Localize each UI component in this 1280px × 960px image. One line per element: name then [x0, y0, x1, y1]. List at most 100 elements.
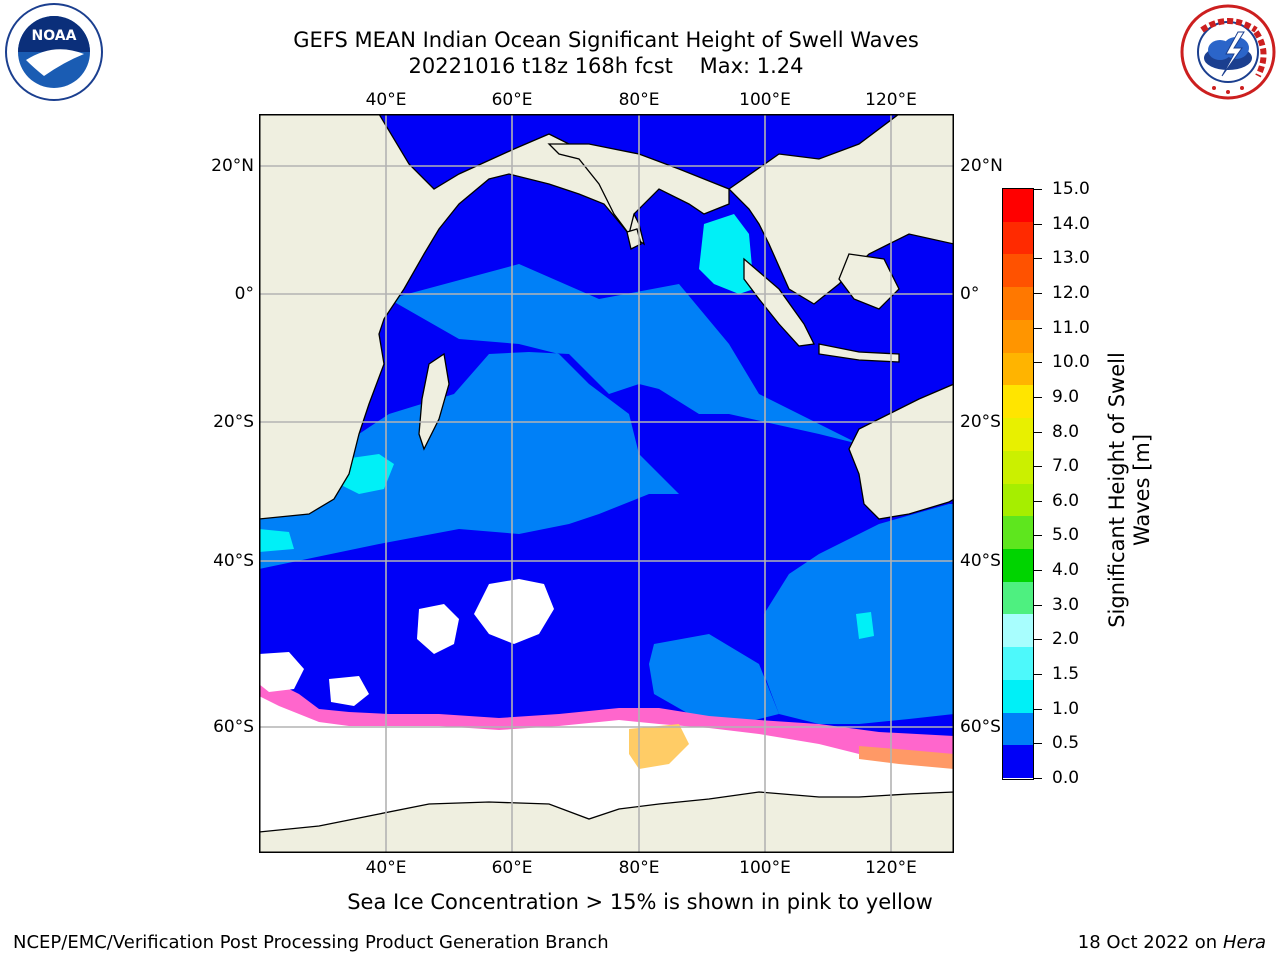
colorbar-tick [1034, 604, 1042, 606]
lon-tick-top: 80°E [618, 90, 660, 110]
colorbar-label: 12.0 [1052, 282, 1090, 303]
colorbar-label: 9.0 [1052, 386, 1080, 407]
chart-subtitle: 20221016 t18z 168h fcst Max: 1.24 [408, 54, 804, 78]
lat-tick-left: 20°N [211, 156, 254, 176]
colorbar-tick [1034, 708, 1042, 710]
footer-date-text: 18 Oct 2022 on [1077, 932, 1223, 953]
swell-band-high [699, 214, 754, 294]
lat-tick-left: 40°S [213, 551, 254, 571]
lon-tick-bottom: 40°E [365, 858, 407, 878]
land-sumatra [743, 257, 815, 347]
footer-branch: NCEP/EMC/Verification Post Processing Pr… [13, 932, 609, 953]
colorbar-title-container: Significant Height of Swell Waves [m] [1100, 330, 1160, 650]
colorbar-segment [1003, 319, 1033, 354]
colorbar-label: 1.0 [1052, 698, 1080, 719]
map-border [259, 114, 954, 853]
land-antarctica [259, 791, 954, 853]
colorbar-label: 15.0 [1052, 179, 1090, 199]
chart-title: GEFS MEAN Indian Ocean Significant Heigh… [293, 28, 919, 52]
lon-tick-top: 100°E [739, 90, 791, 110]
colorbar-label: 14.0 [1052, 213, 1090, 234]
lon-tick-bottom: 80°E [618, 858, 660, 878]
colorbar-segment [1003, 516, 1033, 550]
land-sri-lanka [626, 228, 642, 250]
lon-tick-bottom: 100°E [739, 858, 791, 878]
colorbar-label: 5.0 [1052, 525, 1080, 546]
colorbar-label: 1.5 [1052, 664, 1080, 685]
colorbar-label: 8.0 [1052, 421, 1080, 442]
lat-tick-left: 0° [234, 284, 254, 304]
colorbar-tick [1034, 535, 1042, 537]
colorbar-tick [1034, 743, 1042, 745]
colorbar-label: 6.0 [1052, 490, 1080, 511]
colorbar-segment [1003, 189, 1033, 223]
swell-band-high [259, 529, 294, 552]
colorbar-tick [1034, 570, 1042, 572]
lon-tick-top: 40°E [365, 90, 407, 110]
noaa-logo-text: NOAA [32, 28, 77, 44]
lat-tick-right: 20°N [960, 156, 1003, 176]
white-patch [474, 579, 554, 644]
colorbar-title: Significant Height of Swell Waves [m] [1105, 352, 1155, 628]
colorbar-label: 2.0 [1052, 629, 1080, 650]
colorbar-title-text: Significant Height of Swell Waves [m] [1105, 352, 1154, 628]
colorbar-segment [1003, 548, 1033, 583]
colorbar-segment [1003, 385, 1033, 419]
colorbar-segment [1003, 679, 1033, 714]
colorbar-segment [1003, 483, 1033, 517]
colorbar-segment [1003, 581, 1033, 615]
land-southeast-asia [727, 114, 954, 305]
graticule [259, 114, 954, 853]
swell-band-high [339, 454, 394, 494]
colorbar-segment [1003, 287, 1033, 321]
colorbar-label: 3.0 [1052, 594, 1080, 615]
land-africa [259, 114, 646, 520]
land-borneo [838, 253, 900, 310]
colorbar-tick [1034, 189, 1042, 190]
colorbar-label: 7.0 [1052, 456, 1080, 477]
white-patch [329, 676, 369, 706]
colorbar-segment [1003, 254, 1033, 288]
colorbar-segment [1003, 221, 1033, 255]
sea-ice-fringe-yellow [859, 746, 954, 769]
lat-tick-right: 0° [960, 284, 980, 304]
colorbar-label: 10.0 [1052, 352, 1090, 373]
nws-logo [1178, 2, 1278, 102]
swell-band-medium [649, 634, 779, 724]
colorbar [1002, 188, 1034, 780]
lon-tick-bottom: 60°E [491, 858, 533, 878]
lat-tick-left: 20°S [213, 412, 254, 432]
colorbar-segment [1003, 712, 1033, 746]
colorbar-label: 4.0 [1052, 560, 1080, 581]
colorbar-segment [1003, 418, 1033, 452]
lat-tick-right: 40°S [960, 551, 1001, 571]
colorbar-tick [1034, 362, 1042, 364]
colorbar-tick [1034, 778, 1042, 779]
colorbar-tick [1034, 396, 1042, 398]
colorbar-tick [1034, 639, 1042, 641]
colorbar-label: 0.5 [1052, 733, 1080, 754]
swell-band-medium [259, 449, 609, 559]
colorbar-segment [1003, 745, 1033, 779]
lon-tick-top: 120°E [865, 90, 917, 110]
colorbar-label: 0.0 [1052, 768, 1080, 788]
colorbar-tick [1034, 500, 1042, 502]
white-patch [417, 604, 459, 654]
colorbar-tick [1034, 431, 1042, 433]
land-java [818, 343, 900, 363]
swell-height-map [259, 114, 954, 853]
colorbar-tick [1034, 223, 1042, 225]
land-madagascar [418, 352, 450, 451]
colorbar-tick [1034, 327, 1042, 329]
colorbar-label: 11.0 [1052, 317, 1090, 338]
lat-tick-left: 60°S [213, 717, 254, 737]
colorbar-tick [1034, 292, 1042, 294]
swell-band-high [856, 612, 874, 639]
colorbar-segment [1003, 450, 1033, 484]
colorbar-tick [1034, 674, 1042, 676]
colorbar-segment [1003, 614, 1033, 648]
sea-ice-fringe-yellow [629, 724, 689, 769]
colorbar-tick [1034, 466, 1042, 468]
land-masses [259, 114, 954, 853]
lon-tick-top: 60°E [491, 90, 533, 110]
